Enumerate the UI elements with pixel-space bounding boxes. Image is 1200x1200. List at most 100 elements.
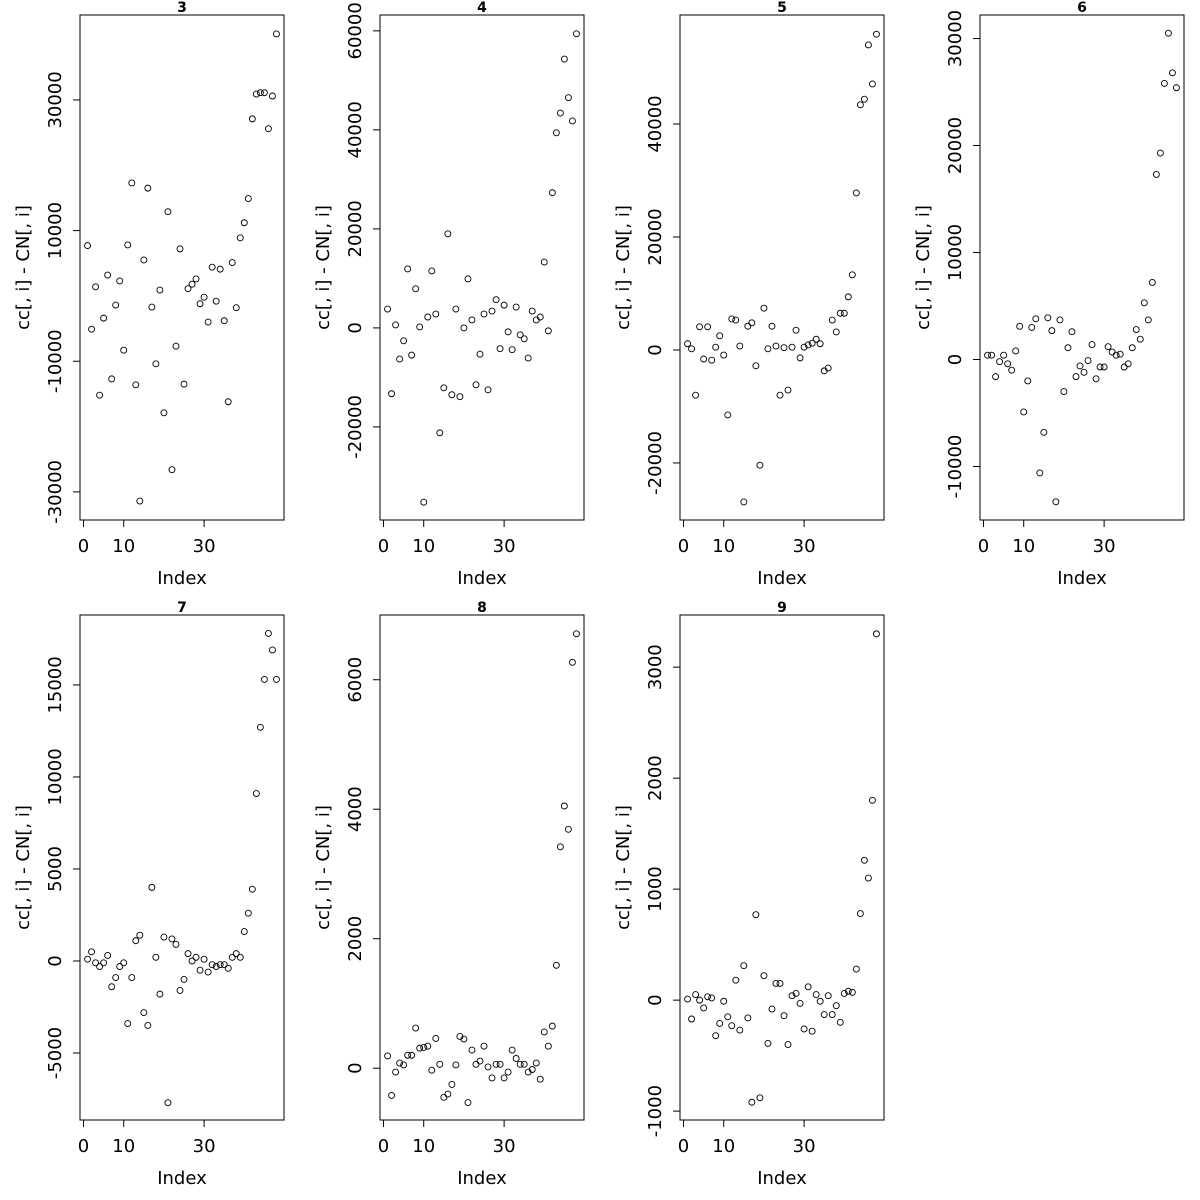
point (180, 975, 188, 983)
point (1152, 170, 1160, 178)
point (1104, 343, 1112, 351)
point (1092, 375, 1100, 383)
point (724, 411, 732, 419)
y-axis-label: cc[, i] - CN[, i] (313, 205, 334, 330)
point (480, 1042, 488, 1050)
point (1124, 360, 1132, 368)
y-tick-label: 0 (345, 322, 366, 333)
point (1144, 316, 1152, 324)
point (860, 95, 868, 103)
point (236, 234, 244, 242)
y-axis-label: cc[, i] - CN[, i] (13, 805, 34, 930)
point (856, 101, 864, 109)
point (796, 354, 804, 362)
point (852, 965, 860, 973)
y-tick-label: 30000 (45, 71, 66, 128)
point (140, 256, 148, 264)
plot-frame (679, 614, 885, 1121)
point (152, 953, 160, 961)
point (268, 92, 276, 100)
point (856, 910, 864, 918)
point (424, 313, 432, 321)
point (552, 961, 560, 969)
point (388, 1091, 396, 1099)
point (1140, 299, 1148, 307)
point (432, 1034, 440, 1042)
point (692, 991, 700, 999)
point (520, 335, 528, 343)
point (144, 1021, 152, 1029)
point (220, 961, 228, 969)
point (488, 307, 496, 315)
panel-title: 8 (477, 600, 487, 616)
point (796, 1000, 804, 1007)
point (184, 950, 192, 958)
point (448, 391, 456, 399)
point (496, 1060, 504, 1068)
point (864, 874, 872, 882)
x-tick-label: 30 (793, 1136, 816, 1157)
point (92, 283, 100, 291)
x-axis-label: Index (1057, 568, 1107, 589)
point (412, 1024, 420, 1032)
point (232, 950, 240, 958)
point (732, 316, 740, 324)
point (196, 300, 204, 308)
point (764, 1039, 772, 1047)
y-tick-label: 15000 (45, 656, 66, 713)
point (1068, 328, 1076, 336)
point (1088, 341, 1096, 348)
point (260, 89, 268, 97)
y-tick-label: -10000 (945, 435, 966, 499)
point (772, 342, 780, 350)
point (472, 381, 480, 389)
point (544, 327, 552, 335)
point (820, 1011, 828, 1019)
point (408, 1051, 416, 1059)
x-tick-label: 10 (1012, 536, 1035, 557)
point (228, 953, 236, 961)
point (200, 293, 208, 301)
point (272, 675, 280, 683)
point (728, 1022, 736, 1030)
point (396, 355, 404, 363)
x-axis-label: Index (157, 568, 207, 589)
plot-frame (679, 14, 885, 521)
point (112, 974, 120, 982)
point (228, 259, 236, 267)
point (248, 885, 256, 893)
point (844, 293, 852, 301)
point (572, 30, 580, 38)
point (84, 955, 92, 963)
point (1084, 357, 1092, 365)
point (728, 315, 736, 323)
point (508, 346, 516, 354)
point (456, 393, 464, 401)
point (252, 90, 260, 98)
point (136, 931, 144, 939)
point (800, 343, 808, 351)
point (572, 630, 580, 638)
point (524, 354, 532, 362)
y-tick-label: 0 (345, 1062, 366, 1073)
point (116, 277, 124, 285)
point (184, 285, 192, 293)
point (1096, 363, 1104, 371)
point (840, 990, 848, 997)
point (1072, 373, 1080, 381)
point (736, 342, 744, 350)
point (168, 935, 176, 943)
point (504, 1068, 512, 1076)
point (1160, 80, 1168, 87)
point (752, 362, 760, 370)
point (476, 1057, 484, 1065)
point (96, 391, 104, 399)
point (776, 980, 784, 987)
point (1056, 316, 1064, 324)
point (116, 963, 124, 970)
plot-frame (379, 14, 585, 521)
x-tick-label: 10 (412, 536, 435, 557)
point (256, 723, 264, 731)
point (252, 790, 260, 797)
point (428, 1066, 436, 1074)
